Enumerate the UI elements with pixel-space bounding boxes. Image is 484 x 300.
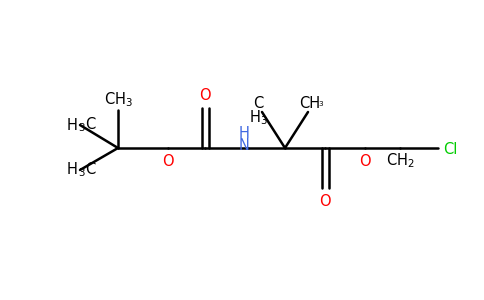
Text: H: H xyxy=(67,163,78,178)
Text: CH$_3$: CH$_3$ xyxy=(104,91,133,109)
Text: H: H xyxy=(67,118,78,133)
Text: $_3$: $_3$ xyxy=(318,99,324,109)
Text: O: O xyxy=(199,88,211,103)
Text: N: N xyxy=(239,139,249,154)
Text: O: O xyxy=(359,154,371,169)
Text: $_3$C: $_3$C xyxy=(78,116,97,134)
Text: $_3$C: $_3$C xyxy=(78,161,97,179)
Text: CH$_2$: CH$_2$ xyxy=(386,152,414,170)
Text: Cl: Cl xyxy=(443,142,457,158)
Text: CH: CH xyxy=(300,97,320,112)
Text: H: H xyxy=(239,127,249,142)
Text: H$_3$: H$_3$ xyxy=(249,109,267,127)
Text: O: O xyxy=(162,154,174,169)
Text: C: C xyxy=(253,97,263,112)
Text: O: O xyxy=(319,194,331,208)
